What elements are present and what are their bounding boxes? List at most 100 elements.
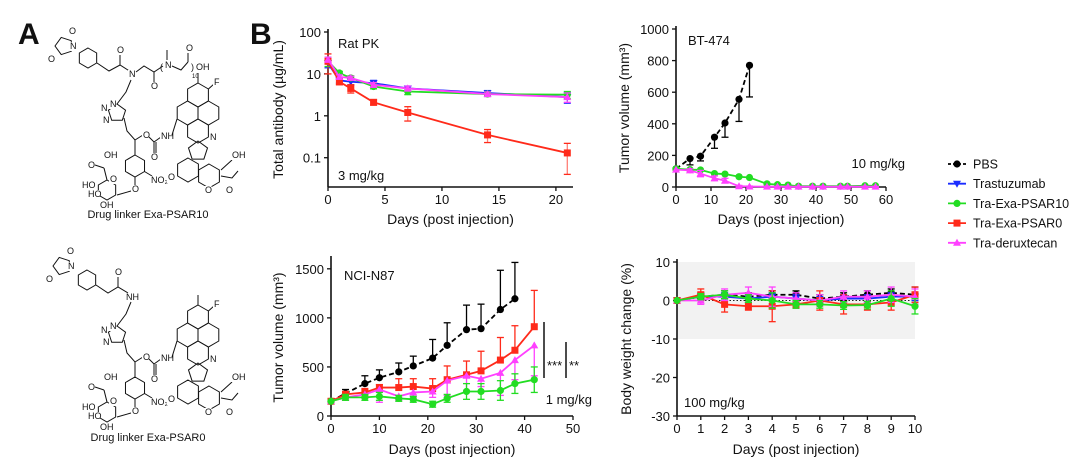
triangle-up-marker bbox=[409, 388, 418, 396]
bracket: ( bbox=[160, 62, 163, 72]
circle-marker bbox=[443, 341, 451, 349]
circle-marker bbox=[361, 393, 369, 401]
atom-label: OH bbox=[232, 150, 246, 160]
circle-marker bbox=[735, 95, 743, 103]
legend: PBS Trastuzumab Tra-Exa-PSAR10 Tra-Exa-PSAR… bbox=[948, 158, 1069, 250]
x-tick-label: 6 bbox=[816, 421, 823, 436]
series-tra-exa-psar10 bbox=[673, 290, 919, 315]
ring-bond bbox=[107, 325, 127, 343]
triangle-up-marker bbox=[686, 166, 694, 174]
panel-label-b: B bbox=[250, 18, 272, 51]
square-marker bbox=[530, 323, 538, 331]
y-tick-label: -30 bbox=[651, 409, 670, 424]
circle-marker bbox=[953, 160, 961, 168]
panel-label-a: A bbox=[18, 18, 40, 51]
triangle-up-marker bbox=[735, 182, 743, 190]
circle-marker bbox=[745, 61, 754, 69]
dose-label: 1 mg/kg bbox=[546, 392, 592, 407]
circle-marker bbox=[721, 119, 729, 127]
triangle-up-marker bbox=[808, 182, 817, 190]
atom-label-bg bbox=[160, 132, 173, 141]
x-tick-label: 7 bbox=[840, 421, 847, 436]
x-tick-label: 9 bbox=[888, 421, 895, 436]
atom-label: HO bbox=[88, 411, 102, 421]
bond bbox=[220, 159, 233, 171]
triangle-up-marker bbox=[496, 368, 505, 376]
atom-label-bg bbox=[213, 300, 221, 309]
atom-label-bg bbox=[150, 375, 158, 384]
atom-label: NH bbox=[161, 131, 174, 141]
atom-label-bg bbox=[87, 412, 100, 421]
triangle-up-marker bbox=[428, 387, 437, 395]
significance-label: *** bbox=[547, 358, 562, 373]
y-tick-label: 400 bbox=[647, 117, 669, 132]
circle-marker bbox=[327, 397, 335, 405]
chart-annotation: Rat PK bbox=[338, 36, 380, 51]
ring-bond bbox=[197, 322, 220, 348]
atom-label: O bbox=[88, 382, 95, 392]
y-tick-label: -20 bbox=[651, 371, 670, 386]
atom-label-bg bbox=[185, 44, 193, 53]
circle-marker bbox=[697, 293, 705, 301]
circle-marker bbox=[341, 393, 350, 401]
x-tick-label: 4 bbox=[769, 421, 776, 436]
series-line bbox=[330, 298, 516, 403]
atom-label-bg bbox=[131, 185, 139, 194]
y-tick-label: 10 bbox=[307, 67, 321, 82]
y-tick-label: 0.1 bbox=[303, 151, 321, 166]
x-tick-label: 20 bbox=[549, 192, 563, 207]
square-marker bbox=[484, 131, 492, 139]
legend-label: Tra-Exa-PSAR10 bbox=[973, 197, 1069, 211]
atom-label: HO bbox=[82, 402, 96, 412]
ring-bond bbox=[187, 140, 209, 160]
square-marker bbox=[477, 367, 485, 375]
atom-label-bg bbox=[99, 423, 112, 432]
triangle-up-marker bbox=[744, 288, 753, 296]
chart-annotation: NCI-N87 bbox=[344, 268, 395, 283]
atom-label: OH bbox=[104, 372, 118, 382]
atom-label: OH bbox=[232, 372, 246, 382]
circle-marker bbox=[696, 152, 705, 160]
y-tick-label: 200 bbox=[647, 148, 669, 163]
ring-bond bbox=[107, 103, 127, 121]
ring-bond bbox=[176, 322, 199, 348]
triangle-up-marker bbox=[510, 356, 519, 364]
circle-marker bbox=[443, 394, 451, 402]
atom-label: O bbox=[48, 54, 55, 64]
circle-marker bbox=[511, 295, 519, 303]
atom-label-bg bbox=[100, 104, 108, 113]
triangle-up-marker bbox=[843, 182, 852, 190]
triangle-up-marker bbox=[563, 93, 572, 101]
x-tick-label: 5 bbox=[381, 192, 388, 207]
bond bbox=[135, 65, 164, 73]
atom-label: O bbox=[117, 45, 124, 55]
atom-label: O bbox=[205, 185, 212, 195]
atom-label-bg bbox=[66, 247, 74, 256]
series-pbs bbox=[327, 261, 519, 405]
y-tick-label: 1000 bbox=[295, 311, 324, 326]
ring-bond bbox=[97, 401, 117, 423]
atom-label-bg bbox=[103, 373, 116, 382]
x-tick-label: 10 bbox=[704, 192, 718, 207]
atom-label-bg bbox=[231, 373, 244, 382]
atom-label-bg bbox=[45, 275, 53, 284]
circle-marker bbox=[721, 291, 729, 299]
atom-label-bg bbox=[100, 326, 108, 335]
atom-label-bg bbox=[131, 407, 139, 416]
bracket: ) bbox=[191, 62, 194, 72]
atom-label: O bbox=[132, 406, 139, 416]
atom-label: N bbox=[129, 69, 136, 79]
chart-annotation: 100 mg/kg bbox=[684, 395, 745, 410]
x-tick-label: 0 bbox=[327, 421, 334, 436]
atom-label-bg bbox=[204, 186, 212, 195]
legend-label: Trastuzumab bbox=[973, 177, 1046, 191]
triangle-up-marker bbox=[477, 374, 486, 382]
atom-label-bg bbox=[231, 151, 244, 160]
x-tick-label: 3 bbox=[745, 421, 752, 436]
square-marker bbox=[563, 149, 571, 157]
x-axis-title: Days (post injection) bbox=[733, 441, 860, 457]
circle-marker bbox=[375, 374, 383, 382]
bond bbox=[116, 301, 132, 327]
y-axis-title: Tumor volume (mm³) bbox=[616, 43, 632, 173]
atom-label-bg bbox=[69, 42, 77, 51]
